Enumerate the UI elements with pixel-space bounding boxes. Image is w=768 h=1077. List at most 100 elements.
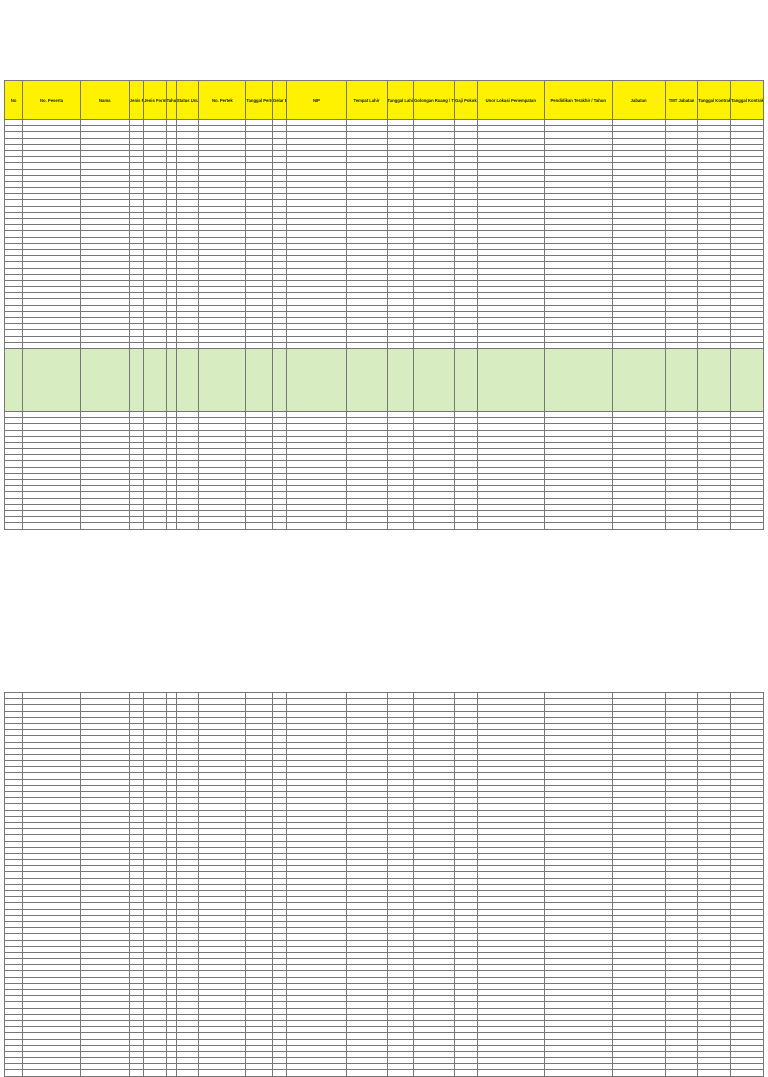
table-cell: [345, 522, 388, 530]
table-cell: [476, 522, 545, 530]
table-cell: [697, 1069, 732, 1077]
table-cell: [79, 347, 130, 412]
table-row: [3, 716, 764, 724]
table-row: [3, 760, 764, 768]
table-cell: [143, 347, 167, 412]
table-cell: [345, 347, 388, 412]
table-row: [3, 704, 764, 712]
column-header: Gaji Pokok: [454, 80, 478, 120]
column-header: Status Usulan: [175, 80, 200, 120]
column-header: Tanggal Lahir: [386, 80, 415, 120]
table-row: [3, 522, 764, 530]
table-cell: [611, 341, 666, 349]
table-row: [3, 286, 764, 294]
table-row: [3, 834, 764, 842]
table-row: [3, 423, 764, 431]
table-row: [3, 466, 764, 474]
table-cell: [198, 1069, 247, 1077]
table-cell: [198, 341, 247, 349]
table-row: [3, 217, 764, 226]
table-cell: [664, 522, 699, 530]
table-cell: [165, 1069, 177, 1077]
table-cell: [271, 341, 288, 349]
column-header: Tempat Lahir: [345, 80, 388, 120]
table-row: [3, 341, 764, 349]
table-row: [3, 448, 764, 456]
table-cell: [165, 341, 177, 349]
table-cell: [165, 522, 177, 530]
table-cell: [697, 347, 732, 412]
table-cell: [175, 1069, 200, 1077]
table-cell: [611, 522, 666, 530]
table-cell: [611, 347, 666, 412]
column-header: Tanggal Kontrak Awal: [697, 80, 732, 120]
table-cell: [454, 522, 478, 530]
table-row: [3, 125, 764, 133]
table-cell: [286, 522, 347, 530]
table-row: [3, 236, 764, 244]
table-cell: [3, 347, 24, 412]
column-header: TMT Jabatan: [664, 80, 699, 120]
table-cell: [128, 347, 145, 412]
table-cell: [345, 1069, 388, 1077]
table-cell: [454, 1069, 478, 1077]
table-row: [3, 939, 764, 947]
table-cell: [386, 347, 415, 412]
table-cell: [245, 1069, 273, 1077]
column-header: Jenis Pengadaan: [128, 80, 145, 120]
table-row: [3, 710, 764, 718]
table-cell: [128, 522, 145, 530]
column-header: Tanggal Pertek: [245, 80, 273, 120]
table-cell: [271, 347, 288, 412]
column-header: Nama: [79, 80, 130, 120]
table-row: [3, 304, 764, 312]
column-header: Golongan Ruang / TMT: [413, 80, 455, 120]
table-row: [3, 205, 764, 213]
table-cell: [22, 522, 81, 530]
table-row: [3, 248, 764, 257]
table-cell: [175, 347, 200, 412]
table-cell: [386, 522, 415, 530]
table-cell: [476, 1069, 545, 1077]
table-row: [3, 491, 764, 499]
table-cell: [22, 1069, 81, 1077]
table-row: [3, 753, 764, 762]
table-cell: [3, 1069, 24, 1077]
table-row: [3, 691, 764, 700]
column-header: Jenis Formasi: [143, 80, 167, 120]
table-cell: [730, 1069, 764, 1077]
table-cell: [611, 1069, 666, 1077]
table-cell: [245, 522, 273, 530]
table-cell: [286, 341, 347, 349]
table-cell: [476, 347, 545, 412]
table-cell: [544, 347, 613, 412]
column-header: No. Pertek: [198, 80, 247, 120]
table-cell: [143, 522, 167, 530]
table-cell: [730, 347, 764, 412]
table-cell: [664, 347, 699, 412]
table-cell: [544, 1069, 613, 1077]
table-cell: [345, 341, 388, 349]
table-cell: [413, 341, 455, 349]
table-cell: [128, 1069, 145, 1077]
column-header: Tanggal Kontrak Akhir: [730, 80, 764, 120]
column-header: No: [3, 80, 24, 120]
table-cell: [286, 1069, 347, 1077]
table-cell: [544, 522, 613, 530]
table-cell: [128, 341, 145, 349]
table-cell: [79, 1069, 130, 1077]
table-row: [3, 156, 764, 164]
table-cell: [286, 347, 347, 412]
table-cell: [730, 341, 764, 349]
table-cell: [730, 522, 764, 530]
column-header: Unor Lokasi Penempatan: [476, 80, 545, 120]
table-row: [3, 865, 764, 873]
table-cell: [3, 341, 24, 349]
table-cell: [271, 1069, 288, 1077]
table-cell: [165, 347, 177, 412]
table-cell: [697, 522, 732, 530]
table-row: [3, 429, 764, 437]
table-row: [3, 821, 764, 830]
